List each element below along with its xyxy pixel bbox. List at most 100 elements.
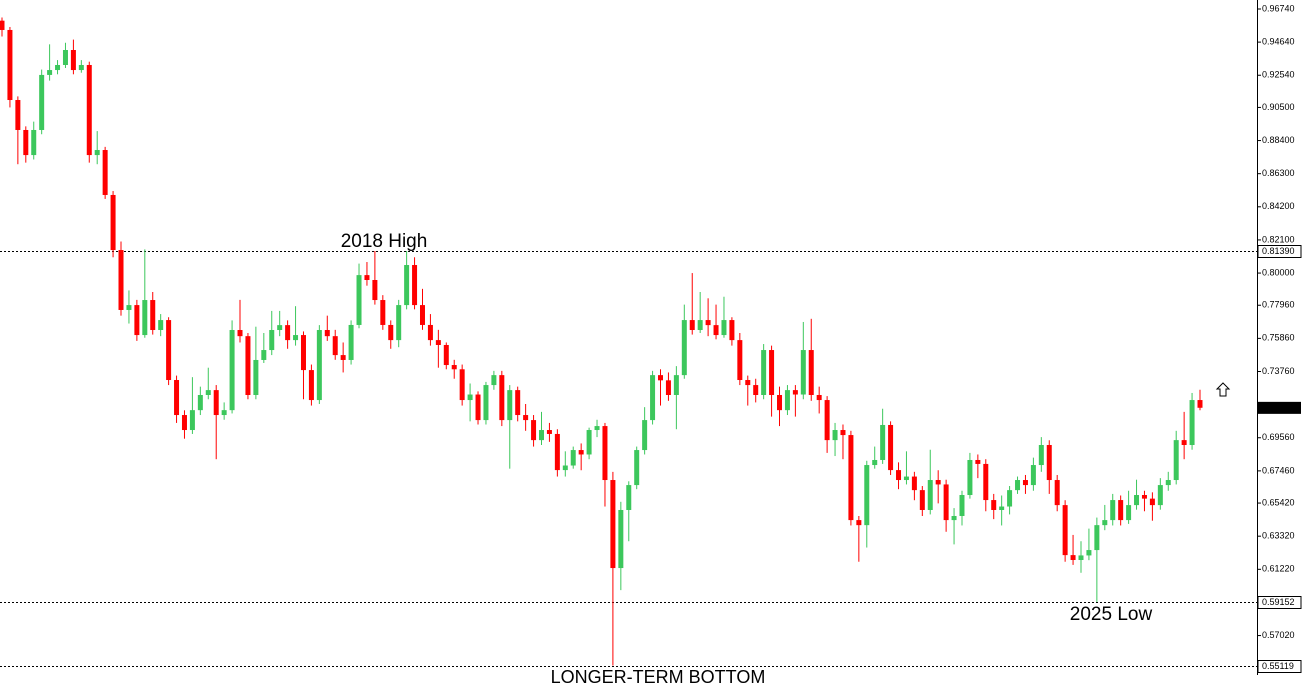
candle-body bbox=[174, 380, 180, 416]
candle-body bbox=[1118, 500, 1124, 521]
candle-body bbox=[1110, 500, 1116, 521]
candle-body bbox=[70, 50, 76, 71]
candle-body bbox=[824, 400, 830, 441]
candle-body bbox=[784, 390, 790, 411]
annotation: 2025 Low bbox=[1070, 604, 1153, 625]
candle-body bbox=[705, 320, 711, 326]
candle-body bbox=[967, 459, 973, 496]
candle-body bbox=[1007, 490, 1013, 507]
candle-body bbox=[745, 380, 751, 386]
candle-body bbox=[697, 320, 703, 331]
candle-body bbox=[602, 426, 608, 481]
candle-body bbox=[293, 335, 299, 341]
candle-body bbox=[285, 325, 291, 341]
candle-body bbox=[769, 350, 775, 395]
y-tick-label: 0.73760 bbox=[1262, 366, 1295, 376]
candle-body bbox=[459, 369, 465, 401]
candle-body bbox=[237, 330, 243, 337]
y-tick-label: 0.86300 bbox=[1262, 168, 1295, 178]
candle-body bbox=[348, 324, 354, 360]
candle-body bbox=[1078, 555, 1084, 561]
candle-body bbox=[586, 430, 592, 455]
candle-body bbox=[1141, 495, 1147, 499]
candle-body bbox=[975, 459, 981, 464]
y-tick-label: 0.94640 bbox=[1262, 36, 1295, 46]
candle-body bbox=[721, 320, 727, 336]
candle-body bbox=[642, 420, 648, 451]
level-label-box bbox=[1257, 596, 1302, 609]
annotation: 2018 High bbox=[341, 231, 428, 252]
candle-body bbox=[991, 500, 997, 510]
y-tick-label: 0.77960 bbox=[1262, 300, 1295, 310]
candle-body bbox=[1134, 495, 1140, 506]
candle-body bbox=[538, 430, 544, 441]
annotation: LONGER-TERM BOTTOM bbox=[551, 667, 766, 687]
candle-body bbox=[999, 506, 1005, 510]
candle-body bbox=[1022, 480, 1028, 486]
candle-body bbox=[1157, 485, 1163, 506]
candle-body bbox=[800, 350, 806, 395]
y-tick-label: 0.67460 bbox=[1262, 465, 1295, 475]
candle-body bbox=[1062, 505, 1068, 556]
candle-body bbox=[86, 64, 92, 156]
level-label: 0.55119 bbox=[1262, 661, 1294, 671]
candle-body bbox=[840, 430, 846, 436]
candle-body bbox=[848, 435, 854, 521]
candle-body bbox=[7, 29, 13, 101]
candle-body bbox=[673, 375, 679, 395]
candle-body bbox=[332, 336, 338, 356]
candle-body bbox=[316, 330, 322, 401]
candle-body bbox=[761, 350, 767, 395]
candle-body bbox=[158, 320, 164, 331]
candle-body bbox=[134, 305, 140, 336]
candle-body bbox=[1189, 400, 1195, 446]
candle-body bbox=[864, 465, 870, 526]
candle-body bbox=[1126, 505, 1132, 521]
candle-body bbox=[626, 485, 632, 510]
candle-body bbox=[903, 476, 909, 481]
candle-body bbox=[78, 64, 84, 71]
y-tick-label: 0.75860 bbox=[1262, 333, 1295, 343]
level-label: 0.81390 bbox=[1262, 246, 1295, 256]
candle-body bbox=[856, 520, 862, 526]
candle-body bbox=[229, 330, 235, 411]
candle-body bbox=[0, 20, 5, 30]
candle-body bbox=[737, 340, 743, 381]
candle-body bbox=[31, 129, 37, 156]
candle-body bbox=[364, 275, 370, 281]
candle-body bbox=[546, 430, 552, 434]
candle-body bbox=[166, 320, 172, 381]
candle-body bbox=[562, 465, 568, 471]
candle-body bbox=[507, 390, 513, 421]
candle-body bbox=[23, 129, 29, 156]
level-label-box bbox=[1257, 245, 1302, 258]
candle-body bbox=[213, 390, 219, 416]
candle-body bbox=[451, 365, 457, 370]
candle-body bbox=[951, 515, 957, 521]
candle-body bbox=[1094, 525, 1100, 551]
candle-body bbox=[1070, 555, 1076, 561]
candle-body bbox=[372, 280, 378, 301]
candle-body bbox=[15, 100, 21, 130]
candle-body bbox=[277, 325, 283, 331]
candle-body bbox=[1197, 400, 1203, 408]
candle-body bbox=[665, 380, 671, 395]
candle-body bbox=[427, 324, 433, 341]
candle-body bbox=[927, 480, 933, 510]
y-tick-label: 0.90500 bbox=[1262, 102, 1295, 112]
candle-body bbox=[308, 370, 314, 401]
y-tick-label: 0.96740 bbox=[1262, 3, 1295, 13]
candle-body bbox=[1102, 520, 1108, 526]
level-label-box bbox=[1257, 660, 1302, 673]
candle-body bbox=[356, 275, 362, 325]
candle-body bbox=[142, 300, 148, 336]
candle-body bbox=[919, 490, 925, 510]
candle-body bbox=[55, 64, 61, 71]
y-tick-label: 0.80000 bbox=[1262, 267, 1295, 277]
candle-body bbox=[531, 420, 537, 441]
candle-body bbox=[729, 320, 735, 341]
candle-body bbox=[816, 394, 822, 401]
y-tick-label: 0.69560 bbox=[1262, 432, 1295, 442]
candle-body bbox=[911, 476, 917, 491]
candle-body bbox=[1173, 440, 1179, 481]
